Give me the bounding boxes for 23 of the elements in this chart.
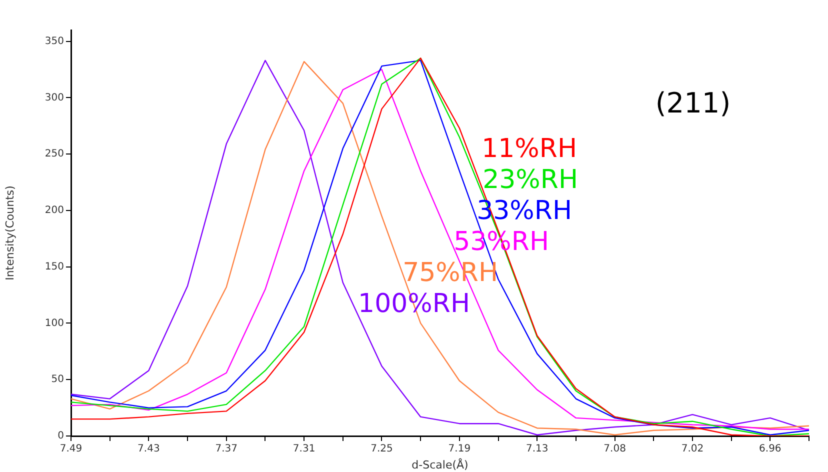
y-tick-label: 300 <box>44 92 64 104</box>
x-tick-label: 7.08 <box>604 444 626 455</box>
x-tick-label: 7.13 <box>526 444 548 455</box>
x-tick-label: 7.31 <box>292 444 316 455</box>
x-tick-label: 7.43 <box>138 444 160 455</box>
y-tick-label: 200 <box>44 205 64 216</box>
y-tick-label: 100 <box>44 318 64 329</box>
series-label: 23%RH <box>482 164 578 195</box>
y-tick-label: 150 <box>44 261 64 272</box>
x-tick-label: 7.25 <box>370 444 393 455</box>
x-tick-label: 6.96 <box>759 444 782 455</box>
y-tick-label: 350 <box>44 36 64 47</box>
x-tick-label: 7.19 <box>448 444 471 455</box>
annotation: (211) <box>655 86 731 120</box>
x-axis-title: d-Scale(Å) <box>412 457 468 472</box>
series-label: 11%RH <box>482 134 577 164</box>
x-tick-label: 7.37 <box>215 444 238 455</box>
y-axis-title: Intensity(Counts) <box>3 186 16 280</box>
y-tick-label: 50 <box>51 374 64 386</box>
x-tick-label: 7.49 <box>60 444 82 455</box>
y-tick-label: 250 <box>44 148 64 160</box>
y-tick-label: 0 <box>58 430 64 442</box>
x-tick-label: 7.02 <box>681 444 704 455</box>
